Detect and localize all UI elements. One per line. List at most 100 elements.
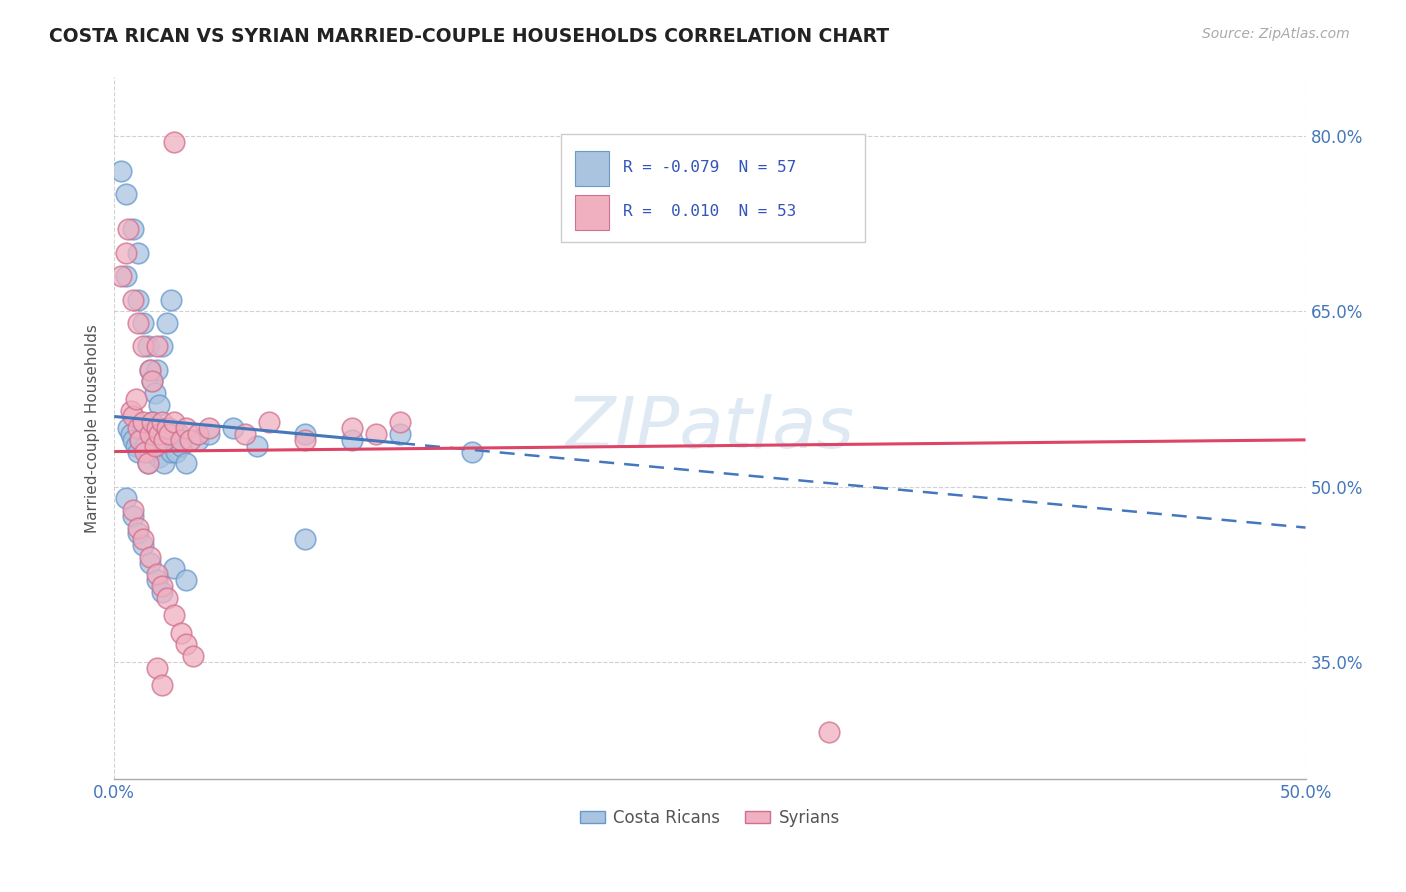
- Point: [141, 415, 163, 429]
- Point: [148, 450, 170, 465]
- Point: [150, 339, 173, 353]
- Point: [222, 421, 245, 435]
- Point: [122, 508, 145, 523]
- Point: [179, 433, 201, 447]
- Point: [146, 567, 169, 582]
- Text: R = -0.079  N = 57: R = -0.079 N = 57: [623, 161, 796, 176]
- Point: [146, 573, 169, 587]
- Point: [122, 293, 145, 307]
- Point: [181, 649, 204, 664]
- Point: [150, 415, 173, 429]
- Point: [132, 533, 155, 547]
- Point: [148, 398, 170, 412]
- Point: [174, 573, 197, 587]
- Point: [139, 427, 162, 442]
- Point: [198, 421, 221, 435]
- Point: [143, 427, 166, 442]
- Point: [460, 444, 482, 458]
- Point: [132, 421, 155, 435]
- Point: [122, 503, 145, 517]
- Point: [143, 439, 166, 453]
- Point: [342, 421, 364, 435]
- Point: [198, 427, 221, 442]
- Point: [117, 222, 139, 236]
- Point: [110, 269, 132, 284]
- Point: [139, 549, 162, 564]
- Point: [136, 339, 159, 353]
- Point: [342, 433, 364, 447]
- Point: [139, 444, 162, 458]
- Legend: Costa Ricans, Syrians: Costa Ricans, Syrians: [574, 803, 846, 834]
- Point: [141, 415, 163, 429]
- Point: [127, 520, 149, 534]
- Point: [136, 456, 159, 470]
- Point: [134, 439, 156, 453]
- Point: [141, 375, 163, 389]
- Point: [132, 538, 155, 552]
- Point: [150, 678, 173, 692]
- Point: [122, 409, 145, 424]
- Point: [115, 491, 138, 506]
- Point: [257, 415, 280, 429]
- Point: [134, 444, 156, 458]
- Point: [153, 456, 176, 470]
- Point: [146, 362, 169, 376]
- Point: [155, 316, 177, 330]
- Point: [146, 339, 169, 353]
- Point: [146, 421, 169, 435]
- Point: [170, 625, 193, 640]
- Point: [187, 433, 209, 447]
- Point: [165, 444, 187, 458]
- Point: [127, 444, 149, 458]
- Point: [157, 421, 180, 435]
- Point: [160, 293, 183, 307]
- Point: [155, 421, 177, 435]
- Point: [157, 427, 180, 442]
- Point: [132, 316, 155, 330]
- Point: [187, 427, 209, 442]
- Point: [148, 427, 170, 442]
- Point: [136, 456, 159, 470]
- FancyBboxPatch shape: [575, 194, 609, 229]
- Point: [143, 386, 166, 401]
- Point: [120, 403, 142, 417]
- Point: [246, 439, 269, 453]
- Point: [146, 661, 169, 675]
- Point: [150, 579, 173, 593]
- Point: [139, 362, 162, 376]
- Point: [366, 427, 388, 442]
- Point: [129, 433, 152, 447]
- Point: [160, 444, 183, 458]
- Point: [155, 591, 177, 605]
- Point: [124, 439, 146, 453]
- Point: [153, 433, 176, 447]
- Point: [122, 433, 145, 447]
- Point: [139, 362, 162, 376]
- Point: [127, 421, 149, 435]
- FancyBboxPatch shape: [575, 151, 609, 186]
- Point: [110, 164, 132, 178]
- Point: [155, 433, 177, 447]
- Point: [170, 433, 193, 447]
- Point: [132, 339, 155, 353]
- Point: [818, 725, 841, 739]
- Point: [115, 269, 138, 284]
- Point: [122, 222, 145, 236]
- Point: [174, 456, 197, 470]
- Y-axis label: Married-couple Households: Married-couple Households: [86, 324, 100, 533]
- Point: [146, 433, 169, 447]
- Point: [233, 427, 256, 442]
- Point: [163, 415, 186, 429]
- Point: [127, 316, 149, 330]
- Point: [127, 526, 149, 541]
- FancyBboxPatch shape: [561, 134, 865, 243]
- Point: [170, 439, 193, 453]
- Point: [120, 427, 142, 442]
- Point: [163, 608, 186, 623]
- Point: [115, 187, 138, 202]
- Point: [294, 533, 316, 547]
- Text: COSTA RICAN VS SYRIAN MARRIED-COUPLE HOUSEHOLDS CORRELATION CHART: COSTA RICAN VS SYRIAN MARRIED-COUPLE HOU…: [49, 27, 890, 45]
- Point: [174, 637, 197, 651]
- Text: R =  0.010  N = 53: R = 0.010 N = 53: [623, 204, 796, 219]
- Point: [150, 427, 173, 442]
